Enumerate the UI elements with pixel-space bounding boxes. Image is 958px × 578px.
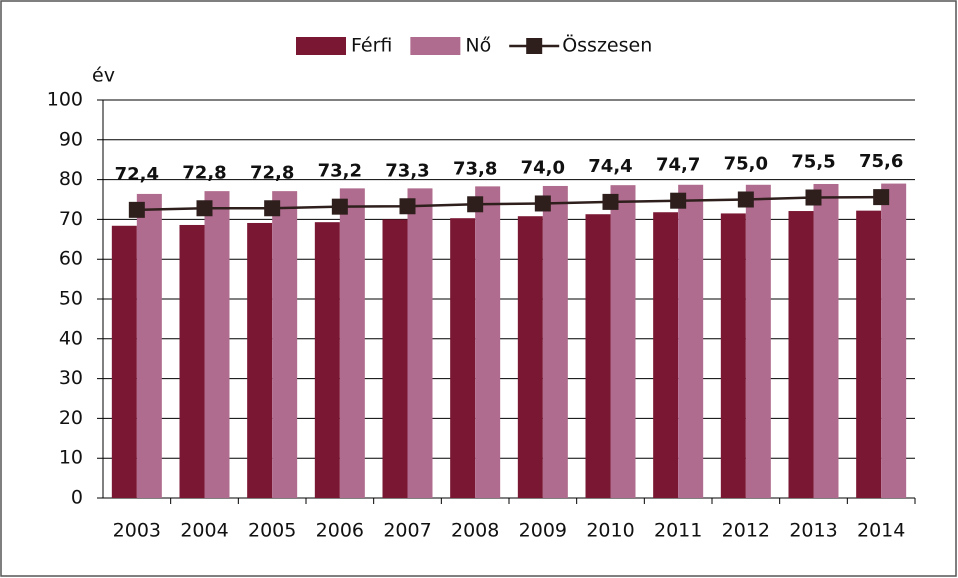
bar — [136, 193, 162, 499]
x-tick-label: 2005 — [248, 520, 296, 542]
bar — [475, 186, 501, 498]
bar — [407, 188, 433, 498]
marker — [670, 192, 687, 209]
marker — [128, 201, 145, 218]
bar — [204, 191, 230, 498]
marker — [737, 191, 754, 208]
legend-swatch — [410, 37, 461, 55]
marker — [264, 200, 281, 217]
value-label: 75,6 — [859, 151, 903, 172]
bar — [788, 211, 814, 499]
bar — [813, 183, 839, 498]
bar — [517, 216, 543, 498]
marker — [467, 196, 484, 213]
y-tick-label: 100 — [47, 89, 83, 111]
x-tick-label: 2007 — [383, 520, 431, 542]
x-tick-label: 2003 — [113, 520, 161, 542]
y-tick-label: 60 — [59, 248, 83, 270]
marker — [399, 198, 416, 215]
bar — [179, 224, 205, 499]
value-label: 74,7 — [656, 155, 700, 176]
y-tick-label: 50 — [59, 288, 83, 310]
value-label: 72,4 — [115, 164, 159, 185]
line — [136, 195, 882, 212]
value-label: 74,0 — [521, 157, 565, 178]
bar — [247, 222, 273, 498]
x-tick-label: 2013 — [789, 520, 837, 542]
legend-label: Férfi — [351, 35, 392, 57]
marker — [805, 189, 822, 206]
bar — [610, 185, 636, 498]
value-label: 73,3 — [385, 160, 429, 181]
x-tick-label: 2014 — [857, 520, 905, 542]
x-tick-label: 2006 — [316, 520, 364, 542]
legend-label: Összesen — [562, 34, 652, 57]
y-tick-label: 10 — [59, 447, 83, 469]
y-tick-label: 30 — [59, 367, 83, 389]
y-tick-label: 70 — [59, 208, 83, 230]
x-tick-label: 2004 — [180, 520, 228, 542]
x-tick-label: 2009 — [519, 520, 567, 542]
bar — [314, 222, 340, 498]
value-label: 73,2 — [318, 161, 362, 182]
x-tick-label: 2010 — [586, 520, 634, 542]
y-tick-label: 80 — [59, 168, 83, 190]
marker — [196, 200, 213, 217]
bar — [339, 188, 365, 498]
x-tick-label: 2011 — [654, 520, 702, 542]
marker — [331, 198, 348, 215]
bar — [542, 185, 568, 498]
bar — [111, 225, 137, 498]
value-label: 72,8 — [250, 162, 294, 183]
bar — [585, 214, 611, 498]
value-label: 74,4 — [588, 156, 632, 177]
legend-marker — [526, 38, 543, 54]
bar — [272, 191, 298, 498]
y-axis-label: év — [92, 65, 115, 87]
value-label: 72,8 — [182, 162, 226, 183]
x-tick-label: 2008 — [451, 520, 499, 542]
y-tick-label: 0 — [71, 487, 83, 509]
legend-label: Nő — [465, 35, 491, 57]
marker — [873, 189, 890, 206]
value-label: 73,8 — [453, 158, 497, 179]
bar — [450, 218, 476, 498]
bar — [745, 184, 771, 499]
value-label: 75,0 — [724, 154, 768, 175]
marker — [534, 195, 551, 212]
bar — [881, 183, 907, 498]
y-tick-label: 90 — [59, 128, 83, 150]
bar — [382, 219, 408, 498]
bar — [720, 213, 746, 498]
bar — [678, 184, 704, 499]
marker — [602, 193, 619, 210]
x-tick-label: 2012 — [722, 520, 770, 542]
legend-swatch — [296, 37, 346, 55]
bar — [653, 212, 679, 498]
value-label: 75,5 — [791, 152, 835, 173]
y-tick-label: 40 — [59, 327, 83, 349]
bar — [856, 210, 882, 499]
y-tick-label: 20 — [59, 407, 83, 429]
